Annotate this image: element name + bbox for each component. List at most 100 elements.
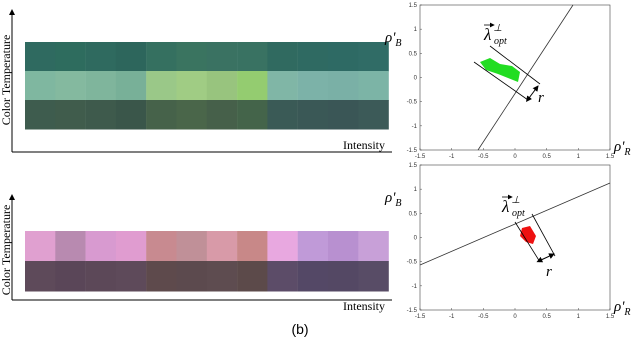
swatch — [237, 71, 268, 101]
swatch — [207, 42, 238, 72]
caption: (b) — [291, 321, 308, 337]
vector-superscript: ⊥ — [493, 23, 502, 34]
axis-label-subscript: B — [395, 38, 401, 49]
swatch — [116, 100, 146, 130]
swatch — [358, 231, 389, 262]
swatch — [25, 261, 56, 292]
swatch — [86, 100, 117, 130]
swatch — [177, 100, 208, 130]
swatch — [25, 100, 56, 130]
y-tick-label: -1 — [412, 124, 418, 130]
y-tick-label: 0 — [414, 76, 418, 82]
swatch — [328, 100, 359, 130]
r-arrow — [541, 254, 554, 260]
swatch — [25, 231, 56, 262]
y-tick-label: 1 — [414, 187, 418, 193]
swatch — [55, 100, 86, 130]
x-tick-label: -1.5 — [415, 154, 426, 160]
swatch — [207, 71, 238, 101]
swatch — [298, 261, 329, 292]
swatch — [86, 42, 117, 72]
swatch — [358, 42, 389, 72]
swatch — [177, 42, 208, 72]
swatch — [146, 231, 177, 262]
swatch — [207, 100, 238, 130]
x-tick-label: 1 — [577, 314, 581, 320]
axis-label: ρ'B — [384, 190, 402, 209]
swatch — [25, 71, 56, 101]
distance-label: r — [538, 90, 544, 106]
page: Color Temperature Intensity Color Temper… — [0, 0, 641, 345]
swatch — [237, 231, 268, 262]
x-tick-label: -1.5 — [415, 314, 426, 320]
swatch — [55, 261, 86, 292]
swatch — [116, 42, 146, 72]
cluster — [520, 226, 536, 244]
swatch — [267, 100, 298, 130]
axis-label: Color Temperature — [0, 35, 13, 126]
swatch — [86, 71, 117, 101]
figure: Color Temperature Intensity Color Temper… — [0, 0, 641, 345]
y-tick-label: 0.5 — [409, 51, 418, 57]
x-tick-label: 0.5 — [542, 154, 551, 160]
swatch — [86, 231, 117, 262]
axis-label: Intensity — [343, 299, 385, 313]
y-tick-label: -1.5 — [407, 148, 418, 154]
y-tick-label: 1.5 — [409, 3, 418, 9]
x-tick-label: -1 — [449, 154, 455, 160]
axis-label-subscript: R — [623, 307, 630, 318]
vector-label: λ⊥opt — [501, 195, 525, 219]
vector-symbol: λ — [483, 25, 491, 44]
x-tick-label: 1 — [577, 154, 581, 160]
vector-label: λ⊥opt — [483, 23, 507, 47]
y-tick-label: 0 — [414, 236, 418, 242]
swatch — [267, 71, 298, 101]
r-arrow — [529, 86, 538, 98]
swatch — [55, 71, 86, 101]
swatch — [146, 261, 177, 292]
y-tick-label: 0.5 — [409, 211, 418, 217]
swatch — [237, 261, 268, 292]
x-tick-label: -0.5 — [478, 154, 489, 160]
axis-label-subscript: B — [395, 198, 401, 209]
swatch — [298, 42, 329, 72]
swatch — [146, 42, 177, 72]
swatch — [116, 231, 146, 262]
swatch — [55, 231, 86, 262]
y-tick-label: -0.5 — [407, 260, 418, 266]
axis-label: Color Temperature — [0, 205, 13, 296]
axis-label: ρ'R — [613, 139, 631, 158]
vector-symbol: λ — [501, 197, 509, 216]
y-tick-label: -1.5 — [407, 308, 418, 314]
x-tick-label: 0 — [513, 154, 517, 160]
swatch — [328, 42, 359, 72]
x-tick-label: 0 — [513, 314, 517, 320]
swatch — [177, 71, 208, 101]
swatch-grids — [25, 42, 389, 292]
swatch — [358, 261, 389, 292]
swatch — [25, 42, 56, 72]
swatch — [267, 231, 298, 262]
x-tick-label: -1 — [449, 314, 455, 320]
swatch — [116, 71, 146, 101]
swatch — [116, 261, 146, 292]
swatch — [328, 231, 359, 262]
swatch — [86, 261, 117, 292]
x-tick-label: -0.5 — [478, 314, 489, 320]
axis-label-symbol: ρ' — [384, 190, 396, 206]
swatch — [237, 42, 268, 72]
swatch — [207, 231, 238, 262]
swatch — [146, 100, 177, 130]
vector-superscript: ⊥ — [511, 195, 520, 206]
swatch — [177, 261, 208, 292]
distance-label: r — [546, 264, 552, 280]
x-tick-label: 0.5 — [542, 314, 551, 320]
fit-line — [478, 5, 573, 150]
swatch — [358, 71, 389, 101]
axis-label-symbol: ρ' — [613, 299, 625, 315]
swatch — [358, 100, 389, 130]
y-tick-label: -0.5 — [407, 100, 418, 106]
swatch — [267, 42, 298, 72]
y-tick-label: 1 — [414, 27, 418, 33]
